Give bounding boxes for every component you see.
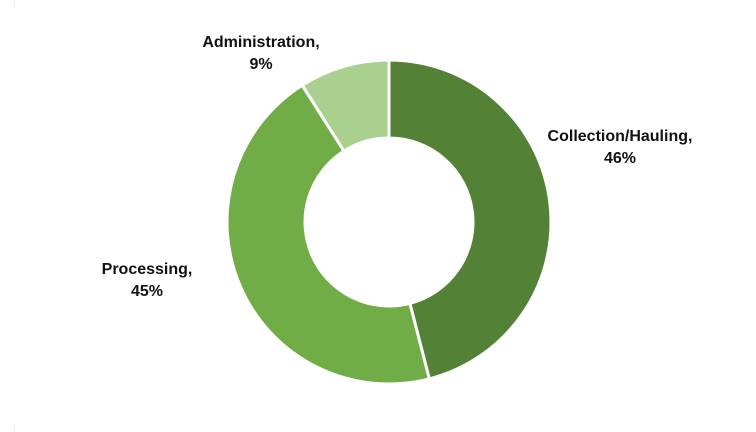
- data-label-collection-hauling-value: 46%: [603, 150, 637, 167]
- donut-slice-administration: [300, 58, 391, 154]
- data-label-collection-hauling-category: Collection/Hauling,: [547, 128, 693, 145]
- data-label-collection-hauling: Collection/Hauling, 46%: [520, 126, 720, 170]
- donut-slice-collection-hauling: [387, 58, 553, 381]
- data-label-administration: Administration, 9%: [156, 32, 366, 76]
- data-label-processing-category: Processing,: [101, 261, 193, 278]
- data-label-administration-value: 9%: [249, 56, 273, 73]
- data-label-processing-value: 45%: [130, 283, 164, 300]
- data-label-processing: Processing, 45%: [62, 259, 232, 303]
- donut-slice-processing: [225, 83, 432, 386]
- data-label-administration-category: Administration,: [202, 34, 320, 51]
